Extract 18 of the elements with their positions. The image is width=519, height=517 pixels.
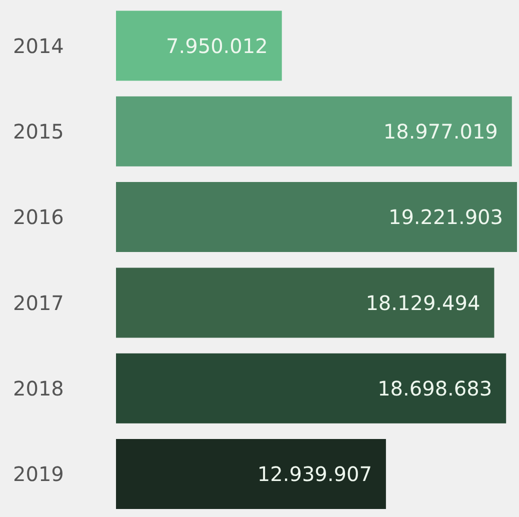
y-tick-label: 2019 xyxy=(13,462,64,486)
bar xyxy=(116,268,494,338)
y-tick-label: 2015 xyxy=(13,120,64,144)
y-tick-label: 2018 xyxy=(13,376,64,400)
y-tick-label: 2017 xyxy=(13,290,64,315)
data-label: 18.129.494 xyxy=(366,290,480,315)
y-tick-label: 2014 xyxy=(13,34,64,58)
data-label: 12.939.907 xyxy=(257,462,372,486)
y-tick-label: 2016 xyxy=(13,205,64,230)
bar xyxy=(116,439,386,510)
data-label: 19.221.903 xyxy=(388,205,503,230)
bar xyxy=(116,182,517,252)
bar xyxy=(116,96,512,166)
data-label: 7.950.012 xyxy=(166,34,268,58)
bar xyxy=(116,10,282,81)
data-label: 18.977.019 xyxy=(383,119,498,144)
data-label: 18.698.683 xyxy=(378,376,492,400)
bar xyxy=(116,353,506,424)
